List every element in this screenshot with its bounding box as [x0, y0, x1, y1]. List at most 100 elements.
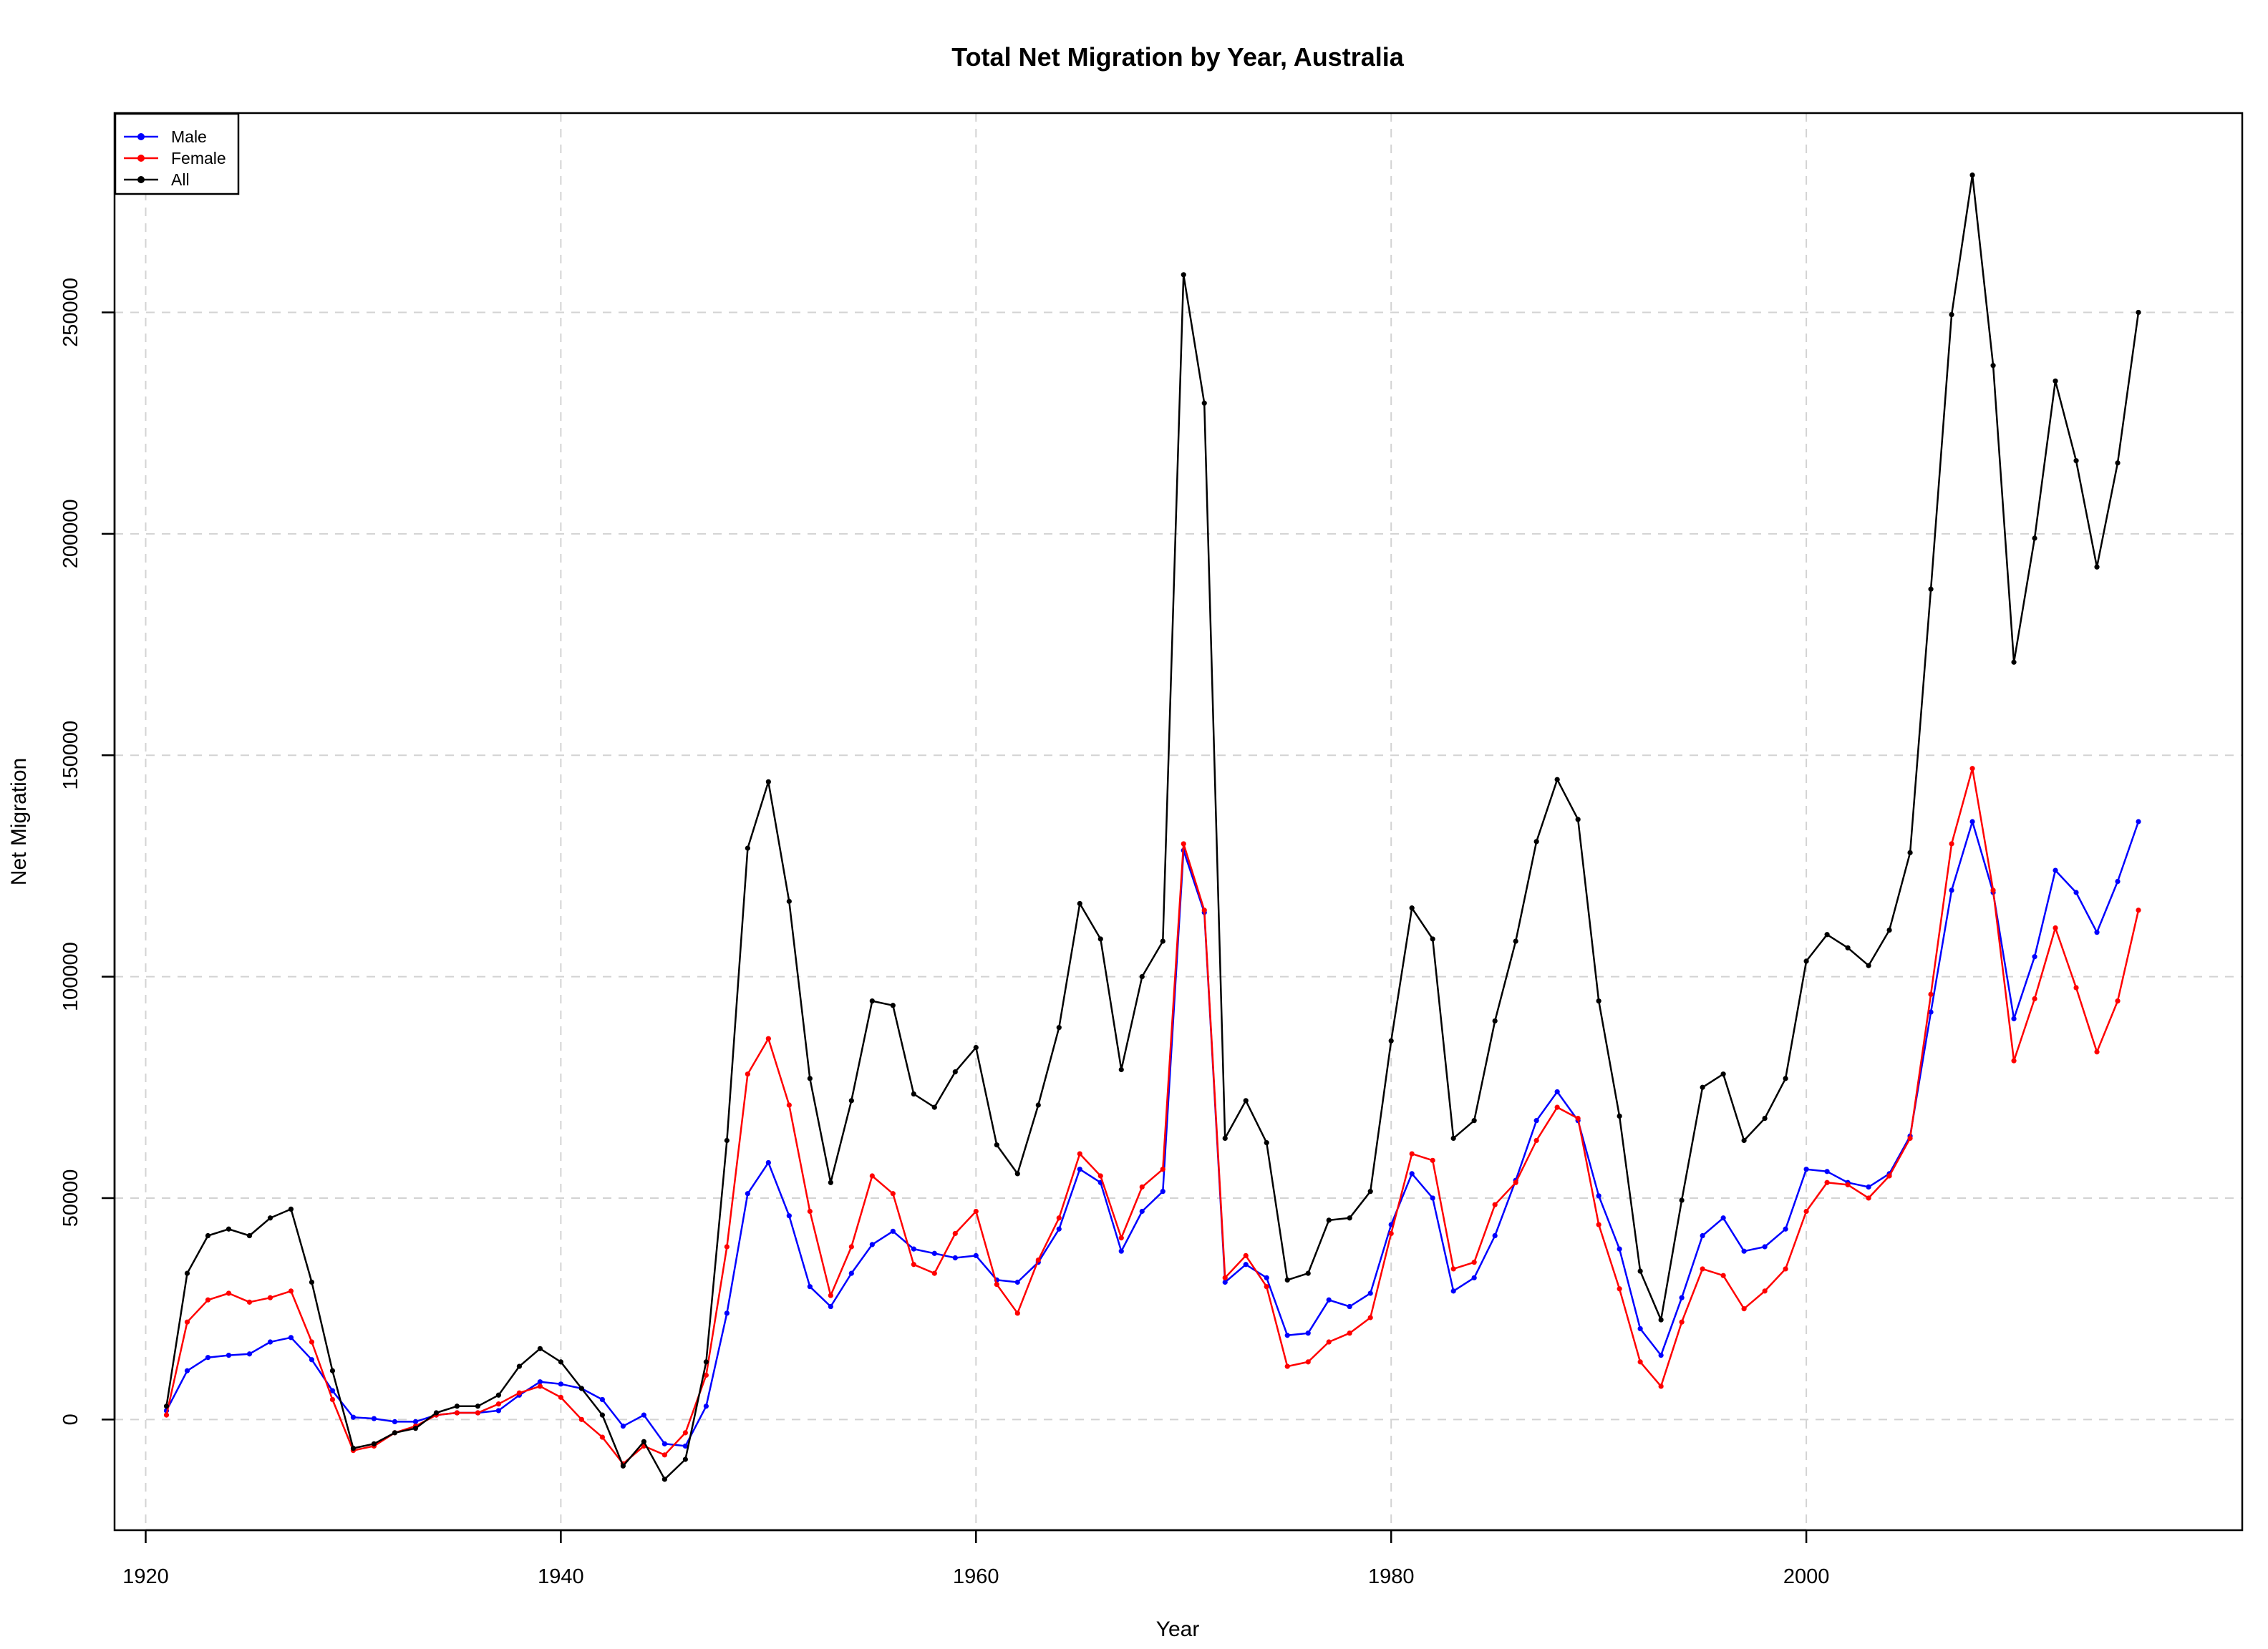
legend: Male Female All [114, 112, 240, 195]
data-point-male [911, 1246, 916, 1252]
data-point-female [1783, 1266, 1788, 1272]
data-point-all [329, 1368, 336, 1373]
data-point-male [1118, 1248, 1124, 1254]
data-point-all [1533, 839, 1539, 845]
data-point-female [1035, 1257, 1041, 1263]
data-point-female [1533, 1137, 1539, 1144]
y-tick-label: 50000 [59, 1169, 82, 1227]
data-point-male [807, 1284, 813, 1290]
data-point-male [2115, 878, 2121, 885]
data-point-all [1700, 1084, 1705, 1090]
data-point-all [1347, 1215, 1352, 1221]
data-point-all [620, 1463, 626, 1469]
data-point-all [475, 1404, 481, 1409]
data-point-all [578, 1386, 584, 1391]
data-point-all [786, 898, 792, 904]
data-point-all [1077, 900, 1082, 907]
data-point-female [848, 1244, 854, 1250]
data-point-female [454, 1410, 460, 1416]
data-point-female [1347, 1331, 1352, 1336]
data-point-male [1492, 1232, 1498, 1239]
data-point-male [745, 1191, 750, 1197]
data-point-all [724, 1137, 730, 1144]
data-point-male [1679, 1295, 1685, 1300]
data-point-male [848, 1270, 854, 1276]
data-point-female [869, 1173, 875, 1179]
data-point-all [267, 1215, 273, 1221]
data-point-male [1762, 1244, 1768, 1250]
data-point-male [1720, 1215, 1726, 1221]
data-point-male [1305, 1331, 1311, 1336]
data-point-all [2053, 378, 2058, 384]
data-point-male [641, 1412, 646, 1418]
data-point-female [1762, 1288, 1768, 1294]
data-point-female [1700, 1266, 1705, 1272]
data-point-all [226, 1226, 232, 1232]
series [163, 172, 2141, 1482]
data-point-female [537, 1383, 543, 1389]
data-point-male [2073, 890, 2079, 895]
data-point-all [1741, 1137, 1747, 1144]
data-point-female [1658, 1383, 1664, 1389]
data-point-male [1596, 1193, 1601, 1199]
x-tick-label: 1940 [538, 1565, 584, 1588]
data-point-all [350, 1445, 357, 1451]
data-point-all [1492, 1018, 1498, 1024]
data-point-all [371, 1441, 377, 1446]
data-point-male [1160, 1189, 1166, 1195]
data-point-male [869, 1242, 875, 1247]
data-point-all [1450, 1135, 1456, 1142]
data-point-all [1824, 932, 1830, 938]
data-point-male [537, 1379, 543, 1385]
data-point-all [931, 1104, 937, 1110]
data-point-male [1824, 1169, 1830, 1174]
legend-label-female: Female [171, 149, 226, 167]
data-point-all [911, 1091, 916, 1097]
data-point-male [1409, 1171, 1415, 1177]
data-point-male [226, 1352, 232, 1358]
data-point-all [703, 1359, 709, 1365]
data-point-female [1388, 1230, 1394, 1237]
data-point-female [973, 1208, 979, 1215]
data-point-female [890, 1191, 896, 1197]
data-point-all [1097, 936, 1103, 942]
data-point-female [163, 1412, 170, 1418]
data-point-female [807, 1208, 813, 1215]
data-point-female [1077, 1151, 1082, 1157]
data-point-male [184, 1368, 190, 1373]
data-point-male [1700, 1232, 1705, 1239]
data-point-all [1284, 1277, 1290, 1283]
data-point-female [1305, 1359, 1311, 1365]
data-point-all [1803, 958, 1809, 964]
data-point-female [599, 1434, 605, 1440]
data-point-all [1866, 963, 1871, 968]
data-point-female [267, 1295, 273, 1300]
data-point-male [288, 1335, 294, 1341]
data-point-all [2032, 535, 2037, 541]
data-point-all [163, 1404, 170, 1409]
data-point-female [246, 1299, 253, 1305]
data-point-all [184, 1270, 190, 1276]
data-point-male [1056, 1226, 1062, 1232]
data-point-female [1118, 1235, 1124, 1241]
data-point-male [662, 1441, 667, 1446]
data-point-male [2032, 954, 2037, 960]
data-point-female [703, 1372, 709, 1378]
data-point-female [1637, 1359, 1643, 1365]
data-point-female [1160, 1167, 1166, 1172]
series-line-all [165, 174, 2140, 1481]
data-point-female [1450, 1266, 1456, 1272]
data-point-all [1056, 1025, 1062, 1031]
y-axis-label: Net Migration [7, 758, 31, 885]
data-point-female [2053, 925, 2058, 931]
data-point-male [1264, 1275, 1269, 1280]
data-point-female [1097, 1173, 1103, 1179]
legend-box [114, 112, 240, 195]
data-point-male [1347, 1303, 1352, 1310]
legend-marker-female [137, 155, 145, 162]
data-point-female [1741, 1306, 1747, 1312]
data-point-all [1118, 1066, 1124, 1073]
data-point-female [1471, 1260, 1477, 1265]
